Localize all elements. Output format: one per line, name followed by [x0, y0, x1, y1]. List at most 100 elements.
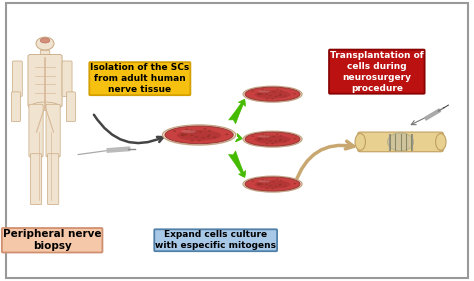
FancyBboxPatch shape — [29, 104, 43, 157]
Ellipse shape — [181, 135, 184, 136]
Ellipse shape — [265, 139, 268, 140]
FancyBboxPatch shape — [47, 154, 59, 205]
Ellipse shape — [272, 91, 275, 92]
Ellipse shape — [245, 87, 300, 101]
Text: Transplantation of
cells during
neurosurgery
procedure: Transplantation of cells during neurosur… — [330, 51, 424, 93]
Ellipse shape — [261, 89, 264, 90]
Ellipse shape — [259, 138, 261, 139]
Ellipse shape — [258, 135, 271, 137]
Ellipse shape — [284, 140, 286, 142]
Ellipse shape — [213, 137, 216, 138]
Ellipse shape — [225, 133, 228, 135]
Ellipse shape — [259, 183, 261, 184]
Ellipse shape — [195, 136, 198, 138]
Ellipse shape — [173, 130, 176, 132]
Ellipse shape — [274, 96, 277, 97]
Ellipse shape — [207, 135, 210, 136]
Ellipse shape — [194, 131, 197, 133]
Ellipse shape — [355, 133, 365, 150]
Ellipse shape — [177, 130, 221, 140]
FancyBboxPatch shape — [40, 50, 50, 58]
Ellipse shape — [265, 188, 268, 189]
Ellipse shape — [293, 93, 296, 94]
Ellipse shape — [244, 133, 301, 148]
Ellipse shape — [245, 177, 300, 191]
Ellipse shape — [245, 132, 300, 146]
Ellipse shape — [280, 135, 283, 137]
Ellipse shape — [279, 95, 281, 96]
Ellipse shape — [280, 180, 283, 182]
Ellipse shape — [284, 96, 286, 97]
FancyBboxPatch shape — [358, 132, 443, 152]
Ellipse shape — [180, 134, 183, 136]
Ellipse shape — [244, 178, 301, 193]
Ellipse shape — [265, 94, 268, 95]
Ellipse shape — [258, 90, 271, 92]
Ellipse shape — [163, 125, 236, 145]
Ellipse shape — [243, 176, 302, 192]
Ellipse shape — [40, 38, 50, 43]
Ellipse shape — [165, 126, 233, 144]
Ellipse shape — [268, 91, 271, 92]
Ellipse shape — [251, 90, 254, 92]
Ellipse shape — [201, 137, 205, 139]
Ellipse shape — [265, 90, 268, 91]
Ellipse shape — [269, 95, 272, 96]
Ellipse shape — [251, 180, 254, 182]
Ellipse shape — [184, 134, 187, 136]
Ellipse shape — [271, 188, 274, 189]
Ellipse shape — [258, 180, 271, 182]
Ellipse shape — [269, 140, 272, 141]
Ellipse shape — [244, 88, 301, 103]
Ellipse shape — [182, 133, 185, 135]
Ellipse shape — [191, 140, 194, 141]
Ellipse shape — [255, 180, 291, 189]
Ellipse shape — [387, 133, 413, 151]
FancyBboxPatch shape — [62, 61, 72, 96]
Ellipse shape — [268, 136, 271, 137]
Ellipse shape — [276, 134, 279, 135]
Ellipse shape — [261, 179, 264, 180]
Text: Expand cells culture
with especific mitogens: Expand cells culture with especific mito… — [155, 230, 276, 250]
Text: Peripheral nerve
biopsy: Peripheral nerve biopsy — [3, 229, 101, 251]
Ellipse shape — [279, 139, 282, 140]
Ellipse shape — [279, 185, 281, 186]
Ellipse shape — [265, 184, 268, 185]
Ellipse shape — [203, 128, 207, 130]
Ellipse shape — [255, 135, 291, 144]
Ellipse shape — [36, 37, 54, 50]
Ellipse shape — [293, 138, 296, 139]
Ellipse shape — [279, 184, 282, 185]
FancyBboxPatch shape — [12, 61, 22, 96]
Ellipse shape — [274, 141, 277, 142]
Ellipse shape — [271, 143, 274, 144]
Ellipse shape — [243, 86, 302, 102]
Ellipse shape — [260, 139, 263, 140]
Ellipse shape — [207, 136, 210, 137]
Ellipse shape — [255, 90, 291, 99]
Ellipse shape — [257, 139, 260, 140]
Ellipse shape — [260, 94, 263, 95]
Ellipse shape — [280, 90, 283, 92]
Ellipse shape — [258, 139, 261, 140]
FancyBboxPatch shape — [28, 55, 62, 107]
Ellipse shape — [185, 129, 189, 130]
FancyBboxPatch shape — [6, 3, 468, 278]
Ellipse shape — [265, 98, 268, 99]
Ellipse shape — [269, 185, 272, 186]
Ellipse shape — [243, 131, 302, 147]
Ellipse shape — [436, 133, 446, 150]
Ellipse shape — [260, 183, 263, 185]
Ellipse shape — [190, 130, 193, 131]
Ellipse shape — [31, 102, 59, 110]
Ellipse shape — [251, 135, 254, 137]
Ellipse shape — [190, 134, 193, 136]
Ellipse shape — [259, 93, 261, 94]
Ellipse shape — [276, 179, 279, 180]
Ellipse shape — [272, 181, 275, 182]
Text: Isolation of the SCs
from adult human
nerve tissue: Isolation of the SCs from adult human ne… — [90, 63, 190, 94]
Ellipse shape — [208, 130, 211, 132]
Ellipse shape — [257, 183, 260, 185]
Ellipse shape — [261, 134, 264, 135]
Ellipse shape — [163, 127, 235, 146]
